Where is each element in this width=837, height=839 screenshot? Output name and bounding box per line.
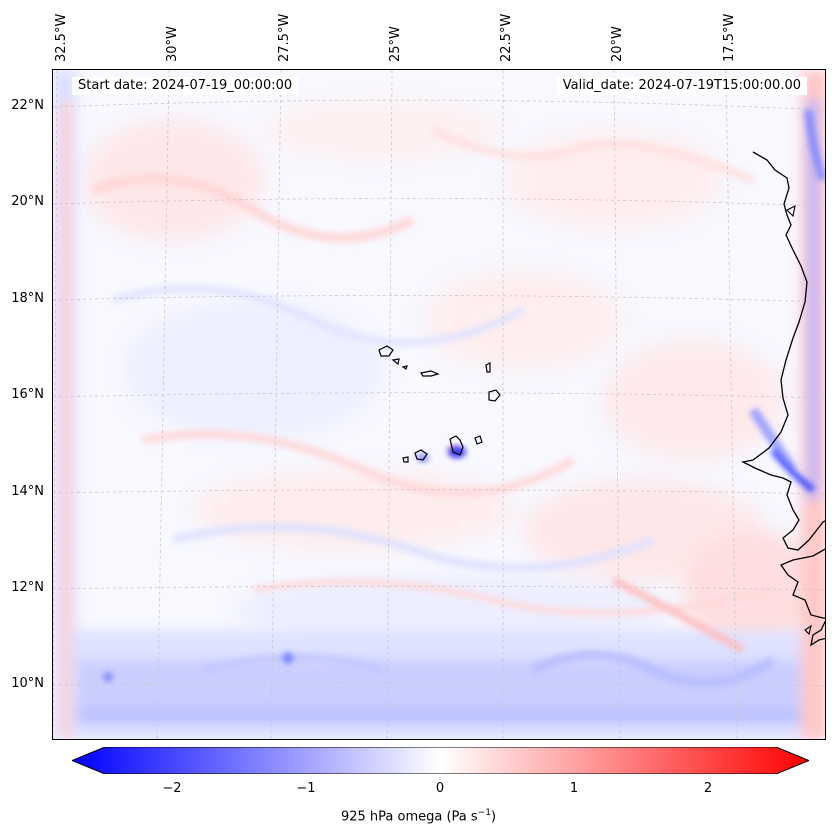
lon-label-22-5w: 22.5°W: [499, 13, 514, 62]
lon-label-25w: 25°W: [388, 26, 403, 62]
lat-label-12n: 12°N: [11, 580, 44, 595]
colorbar-label-text: 925 hPa omega (Pa s: [340, 809, 478, 825]
african-coastline: [741, 151, 825, 647]
lat-label-20n: 20°N: [11, 194, 44, 209]
lat-label-10n: 10°N: [11, 676, 44, 691]
lat-label-18n: 18°N: [11, 291, 44, 306]
gridlines: [53, 70, 825, 739]
colorbar-tick: 2: [703, 781, 713, 796]
boundary-bands: [53, 70, 825, 739]
lat-label-16n: 16°N: [11, 387, 44, 402]
colorbar-tick: −1: [296, 781, 316, 796]
lat-label-22n: 22°N: [11, 98, 44, 113]
lat-label-14n: 14°N: [11, 484, 44, 499]
lon-label-20w: 20°W: [610, 26, 625, 62]
coastal-islet-2: [804, 624, 812, 636]
start-date-label: Start date: 2024-07-19_00:00:00: [72, 77, 299, 95]
map-panel[interactable]: [52, 69, 826, 740]
lon-label-17-5w: 17.5°W: [722, 13, 737, 62]
colorbar-label: 925 hPa omega (Pa s−1): [0, 808, 837, 824]
omega-field-map: [53, 70, 825, 739]
lon-label-32-5w: 32.5°W: [54, 13, 69, 62]
colorbar-label-exponent: −1: [477, 808, 491, 818]
colorbar-tick: −2: [162, 781, 182, 796]
colorbar-tick: 1: [569, 781, 579, 796]
coastal-islet: [786, 205, 796, 218]
field-streaks: [91, 109, 825, 688]
cape-verde-islands: [378, 345, 501, 463]
lon-label-27-5w: 27.5°W: [277, 13, 292, 62]
valid-date-label: Valid_date: 2024-07-19T15:00:00.00: [556, 77, 807, 95]
lon-label-30w: 30°W: [165, 26, 180, 62]
colorbar: [72, 747, 809, 774]
colorbar-label-close: ): [490, 809, 497, 825]
colorbar-tick: 0: [435, 781, 445, 796]
